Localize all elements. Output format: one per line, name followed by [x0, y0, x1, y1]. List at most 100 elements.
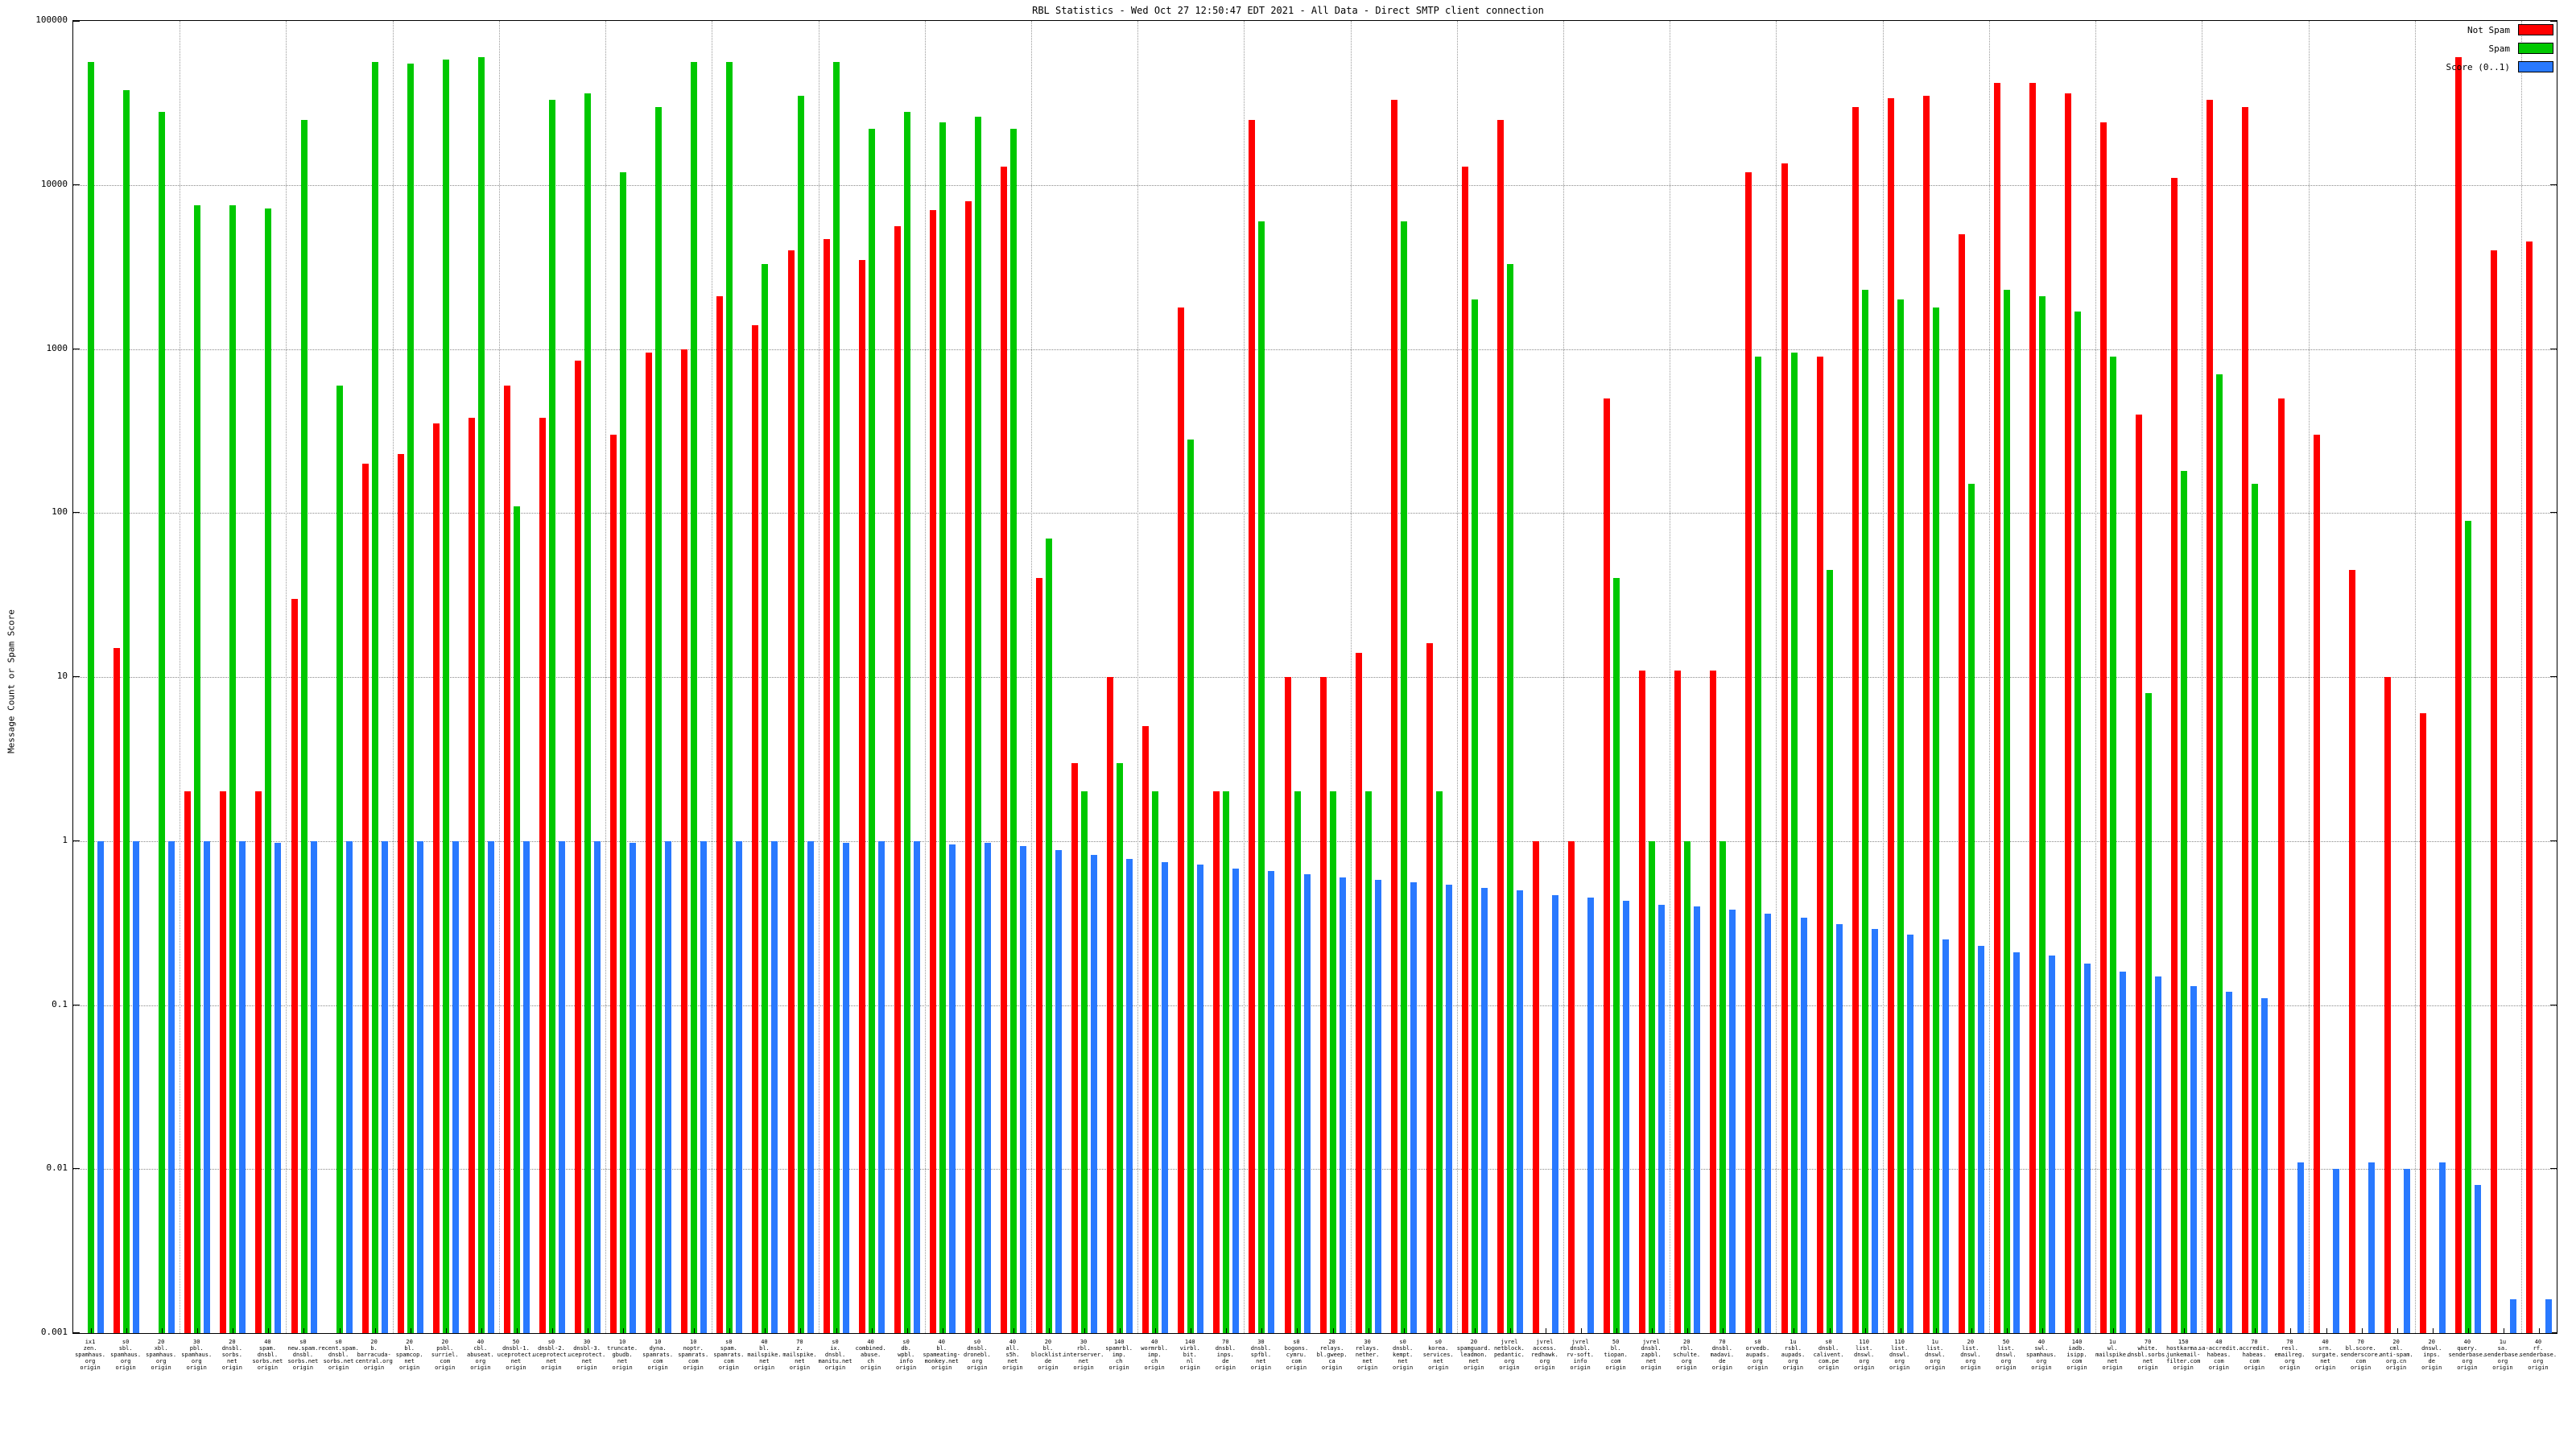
bar-spam	[1897, 299, 1904, 1333]
x-category-label: 40 swl. spamhaus. org origin	[2025, 1339, 2057, 1371]
x-category-label: 40 query. senderbase. org origin	[2448, 1339, 2487, 1371]
bar-spam	[1967, 484, 1975, 1333]
bar-not-spam	[929, 210, 936, 1333]
x-tick-mark	[2184, 1328, 2185, 1333]
x-tick-mark	[2078, 1328, 2079, 1333]
x-category-label: 40 spam. dnsbl. sorbs.net origin	[252, 1339, 283, 1371]
bar-spam	[194, 205, 201, 1333]
bar-score	[487, 840, 494, 1333]
bar-not-spam	[858, 259, 865, 1333]
x-category-label: 30 dnsbl-3. uceprotect. net origin	[568, 1339, 606, 1371]
gridline-vertical	[605, 21, 606, 1333]
bar-spam	[2252, 484, 2259, 1333]
bar-score	[736, 840, 743, 1333]
bar-not-spam	[1604, 398, 1611, 1333]
x-tick-mark	[1723, 1328, 1724, 1333]
y-tick-label: 10	[56, 671, 68, 681]
bar-spam	[868, 129, 875, 1333]
bar-not-spam	[1036, 578, 1042, 1333]
x-tick-mark	[729, 1328, 730, 1333]
bar-score	[2368, 1162, 2375, 1333]
y-tick-label: 100	[52, 506, 68, 518]
x-category-label: 30 dnsbl. spfbl. net origin	[1250, 1339, 1272, 1371]
bar-score	[1268, 870, 1275, 1333]
bar-score	[2049, 956, 2055, 1333]
bar-spam	[797, 95, 804, 1333]
x-tick-mark	[446, 1328, 447, 1333]
x-tick-mark	[1758, 1328, 1759, 1333]
bar-spam	[229, 205, 237, 1333]
bar-spam	[691, 62, 698, 1333]
bar-spam	[2464, 520, 2471, 1333]
bar-not-spam	[787, 250, 795, 1333]
gridline-horizontal	[73, 1169, 2557, 1170]
x-tick-mark	[2326, 1328, 2327, 1333]
x-category-label: 30 relays. nether. net origin	[1355, 1339, 1380, 1371]
x-tick-mark	[2113, 1328, 2114, 1333]
x-category-label: 110 list. dnswl. org origin	[1889, 1339, 1910, 1371]
x-category-label: 70 z. mailspike. net origin	[782, 1339, 817, 1371]
x-tick-mark	[872, 1328, 873, 1333]
bar-score	[452, 840, 459, 1333]
bar-score	[2120, 971, 2127, 1333]
x-category-label: 1u rsbl. aupads. org origin	[1781, 1339, 1806, 1371]
legend-label-spam: Spam	[2488, 43, 2511, 54]
y-tick-label: 1	[62, 834, 68, 845]
bar-spam	[336, 385, 343, 1333]
bar-not-spam	[503, 385, 510, 1333]
x-tick-mark	[481, 1328, 482, 1333]
x-category-label: s0 dnsbl. kempt. net origin	[1392, 1339, 1414, 1371]
x-tick-mark	[1687, 1328, 1688, 1333]
bar-spam	[2145, 692, 2153, 1333]
bar-score	[2438, 1162, 2446, 1333]
bar-not-spam	[1000, 166, 1007, 1333]
x-category-label: 40 bl. spameating- monkey.net origin	[923, 1339, 960, 1371]
bar-spam	[123, 89, 130, 1333]
bar-spam	[1613, 578, 1620, 1333]
bar-score	[1800, 918, 1807, 1333]
x-tick-mark	[1652, 1328, 1653, 1333]
bar-spam	[1364, 791, 1372, 1333]
bar-spam	[1826, 569, 1833, 1333]
gridline-vertical	[2521, 21, 2522, 1333]
bar-score	[2509, 1299, 2516, 1333]
bar-score	[310, 840, 317, 1333]
x-tick-mark	[800, 1328, 801, 1333]
x-category-label: s0 dnsbl-2. uceprotect. net origin	[532, 1339, 571, 1371]
x-tick-mark	[2290, 1328, 2291, 1333]
x-category-label: 1u list. dnswl. org origin	[1925, 1339, 1946, 1371]
legend-entry-score: Score (0..1)	[2446, 61, 2553, 72]
x-category-label: 140 spamrbl. imp. ch origin	[1105, 1339, 1133, 1371]
x-tick-mark	[765, 1328, 766, 1333]
gridline-horizontal	[73, 513, 2557, 514]
bar-spam	[1506, 263, 1513, 1333]
bar-score	[1019, 846, 1026, 1333]
bar-score	[665, 840, 672, 1333]
bar-score	[700, 840, 708, 1333]
x-category-label: 140 virbl. bit. nl origin	[1179, 1339, 1200, 1371]
bar-not-spam	[1213, 791, 1220, 1333]
y-tick-mark	[73, 1168, 80, 1170]
gridline-horizontal	[73, 349, 2557, 350]
y-tick-label: 100000	[35, 14, 68, 25]
bar-spam	[2216, 374, 2223, 1333]
bar-not-spam	[1107, 677, 1114, 1333]
x-tick-mark	[1333, 1328, 1334, 1333]
bar-spam	[442, 60, 449, 1333]
bar-score	[1091, 855, 1097, 1333]
bar-spam	[1932, 307, 1939, 1333]
bar-not-spam	[1887, 97, 1894, 1333]
x-tick-mark	[1049, 1328, 1050, 1333]
bar-spam	[2181, 471, 2188, 1333]
bar-not-spam	[2490, 250, 2497, 1333]
gridline-vertical	[1776, 21, 1777, 1333]
bar-spam	[1755, 356, 1762, 1333]
bar-spam	[620, 171, 627, 1333]
bar-not-spam	[1816, 356, 1823, 1333]
x-category-label: s0 sbl. spamhaus. org origin	[110, 1339, 142, 1371]
x-category-label: 20 dnswl. inps. de origin	[2421, 1339, 2442, 1371]
bar-score	[1410, 882, 1417, 1333]
bar-spam	[1719, 840, 1727, 1333]
bar-score	[771, 840, 778, 1333]
bar-spam	[1258, 221, 1265, 1333]
